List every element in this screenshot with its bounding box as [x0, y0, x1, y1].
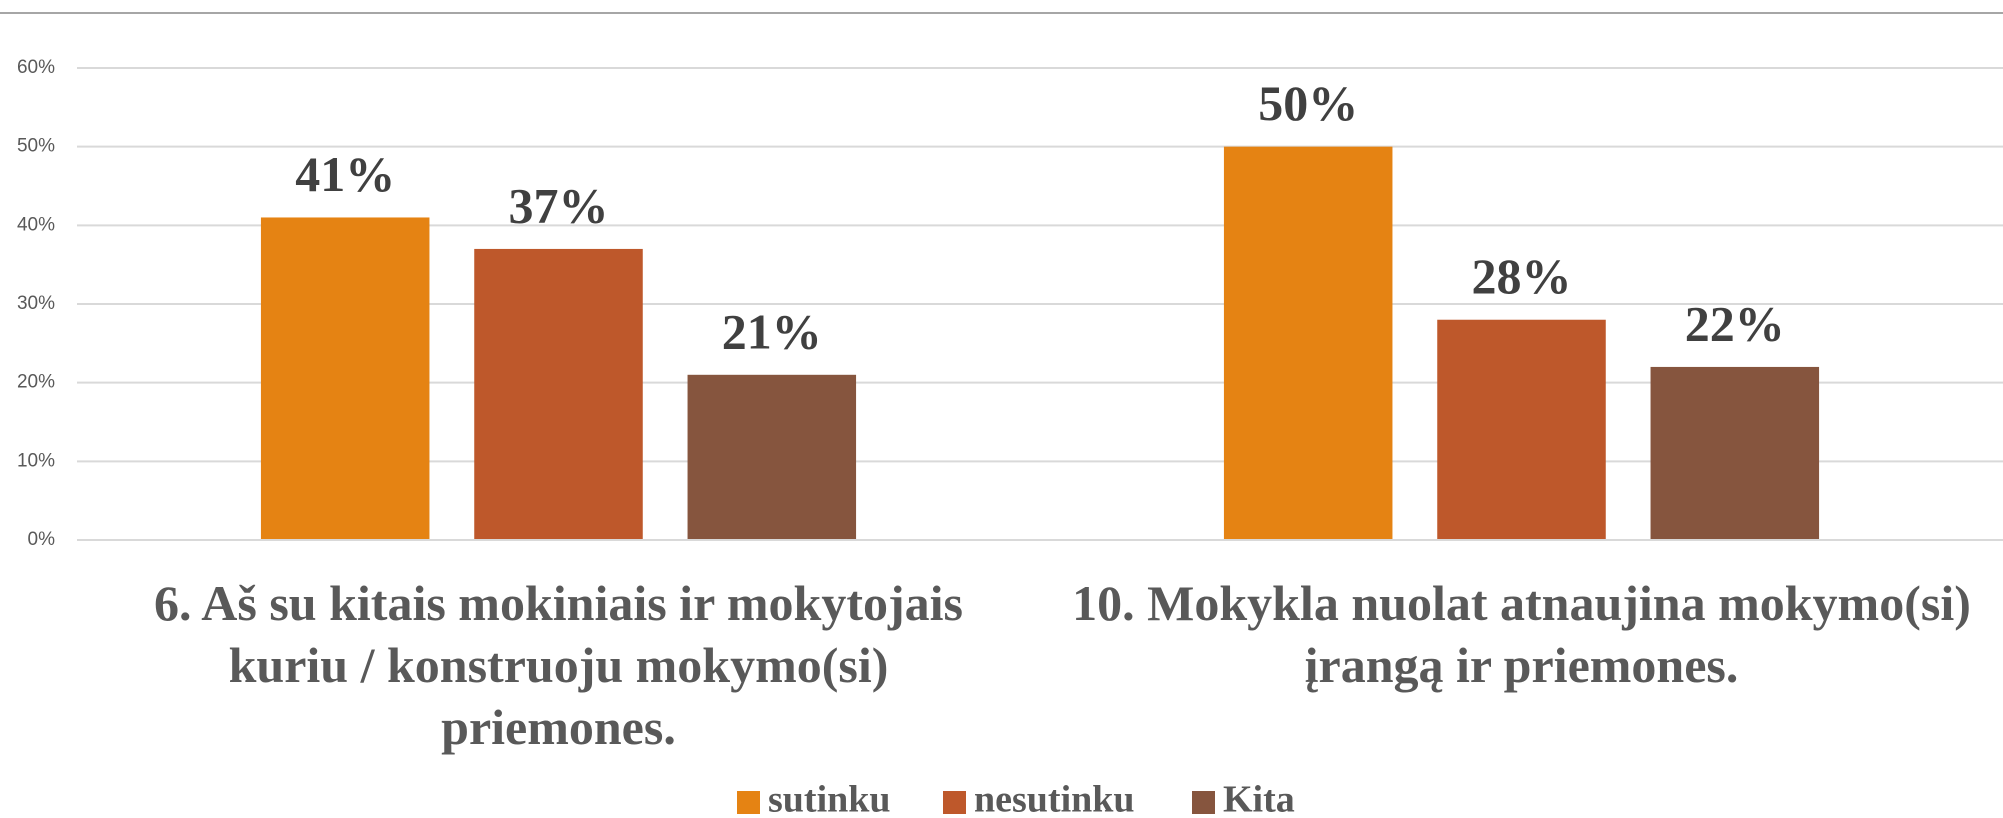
- y-tick-label: 30%: [17, 293, 55, 314]
- legend-label: Kita: [1223, 779, 1295, 818]
- bar: [260, 217, 430, 540]
- bar: [474, 248, 643, 540]
- bar: [1437, 319, 1606, 540]
- y-tick-label: 60%: [17, 57, 55, 78]
- bar: [687, 374, 857, 540]
- data-label: 37%: [509, 177, 609, 233]
- legend-swatch: [737, 791, 760, 814]
- bar: [1223, 146, 1393, 540]
- x-tick-label: 6. Aš su kitais mokiniais ir mokytojais …: [154, 575, 963, 755]
- y-tick-label: 0%: [28, 529, 56, 550]
- y-tick-label: 10%: [17, 450, 55, 471]
- legend-label: nesutinku: [974, 779, 1135, 818]
- y-tick-label: 20%: [17, 372, 55, 393]
- x-tick-label: 10. Mokykla nuolat atnaujina mokymo(si) …: [1072, 575, 1971, 693]
- data-label: 50%: [1258, 75, 1358, 131]
- data-label: 21%: [722, 303, 822, 359]
- y-tick-label: 50%: [17, 136, 55, 157]
- legend-swatch: [1192, 791, 1215, 814]
- bar: [1650, 366, 1820, 540]
- y-tick-label: 40%: [17, 214, 55, 235]
- data-label: 41%: [295, 146, 395, 202]
- legend-swatch: [943, 791, 966, 814]
- legend-label: sutinku: [768, 779, 891, 818]
- data-label: 22%: [1685, 295, 1785, 351]
- data-label: 28%: [1472, 248, 1572, 304]
